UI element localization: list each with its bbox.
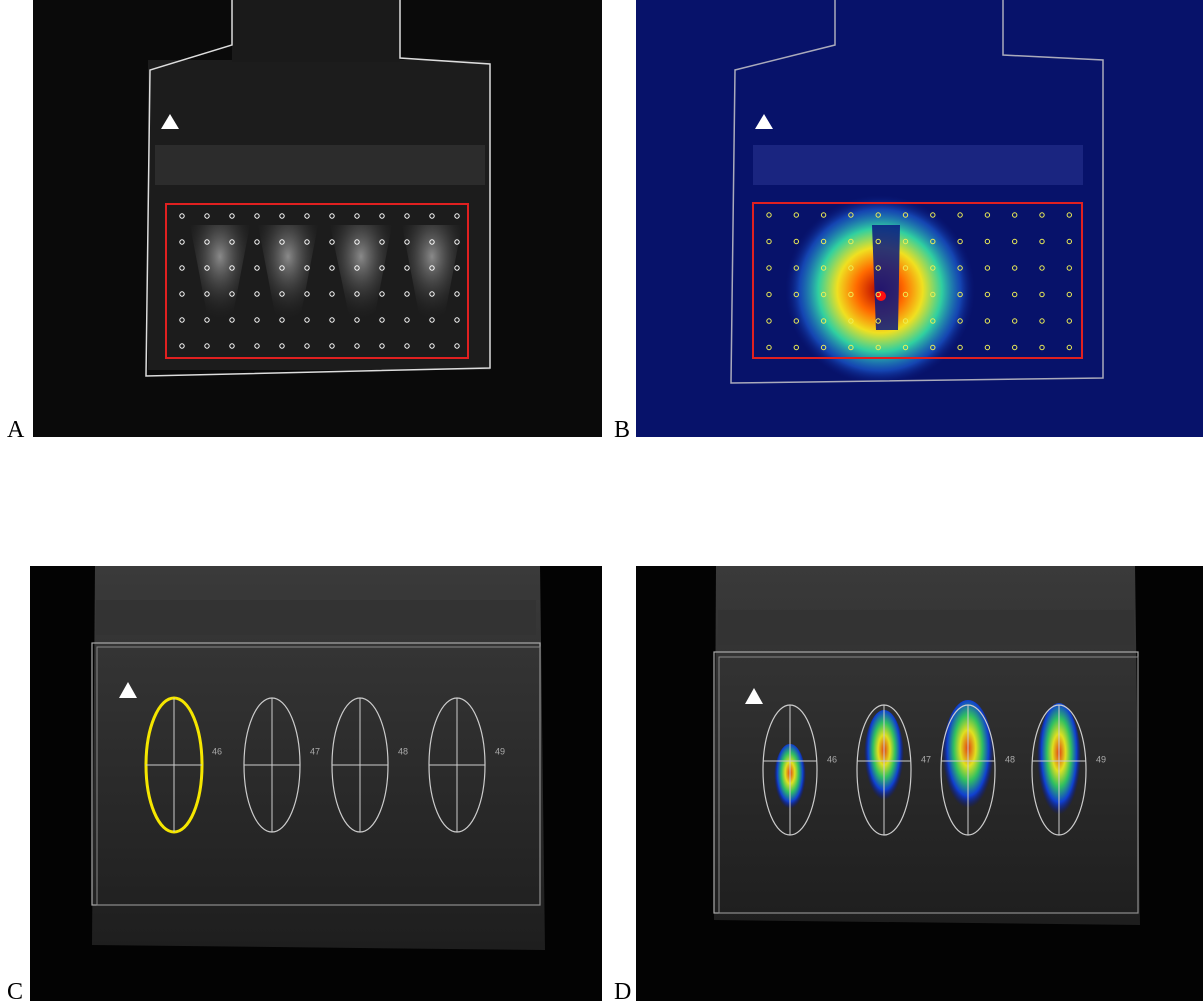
caps (753, 145, 1083, 185)
page: A B C D 4647484946474849 (() => { const … (0, 0, 1203, 1001)
roi-label: 49 (1096, 754, 1106, 764)
panel-label: B (614, 417, 630, 443)
roi-label: 48 (1005, 754, 1015, 764)
roi-label: 48 (398, 746, 408, 756)
figure: A B C D 46 47 48 49 46 47 48 49 (0, 0, 1203, 1001)
panel-label: D (614, 979, 631, 1001)
panel-label: C (7, 979, 23, 1001)
roi-label: 46 (212, 746, 222, 756)
panel-label: A (7, 417, 25, 443)
caps (155, 145, 485, 185)
caps (718, 610, 1134, 645)
caps (96, 600, 536, 635)
roi-label: 47 (310, 746, 320, 756)
holder (232, 0, 400, 62)
roi-label: 47 (921, 754, 931, 764)
roi-label: 46 (827, 754, 837, 764)
roi-label: 49 (495, 746, 505, 756)
